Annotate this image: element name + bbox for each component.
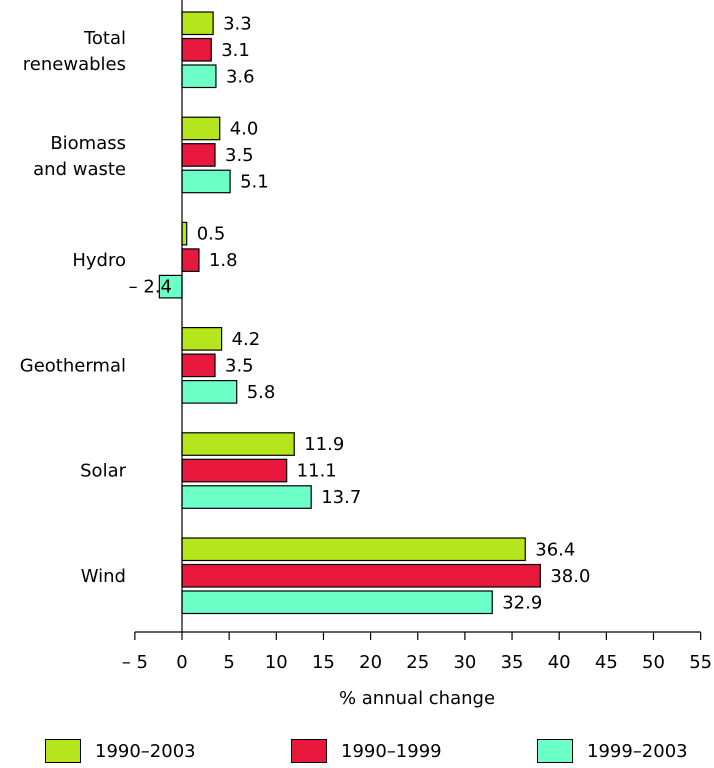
legend-label-series-1: 1990–2003 [95, 740, 196, 762]
value-label: 11.9 [304, 434, 344, 455]
bar-chart: 3.3 3.1 3.6 4.0 3.5 5.1 0.5 1.8 4.2 3.5 5.8 11.9 11.… [20, 0, 712, 709]
bar [181, 37, 212, 62]
bars-group [158, 11, 541, 615]
category-labels-group: Total renewables Biomass and waste – 2.4Hydr… [20, 28, 172, 587]
value-label: 4.0 [230, 118, 259, 139]
bar [181, 143, 216, 167]
value-label: 36.4 [535, 539, 575, 560]
bar [181, 221, 188, 246]
bar [181, 169, 231, 194]
x-tick-label: 15 [312, 652, 335, 673]
legend-item-series-1: 1990–2003 [45, 738, 196, 764]
x-tick-label: 45 [595, 652, 618, 673]
bar [181, 11, 214, 36]
value-label: 38.0 [550, 566, 590, 587]
legend-swatch-series-1 [45, 739, 81, 763]
bar [181, 327, 223, 351]
x-tick-label: 50 [642, 652, 665, 673]
legend-swatch-series-3 [537, 739, 573, 763]
bar [181, 432, 295, 456]
value-label: 5.1 [240, 171, 269, 192]
x-tick-label: 0 [176, 652, 187, 673]
x-tick-label: 35 [501, 652, 524, 673]
value-label: 13.7 [321, 487, 361, 508]
value-label: 3.1 [221, 40, 250, 61]
value-label: 4.2 [232, 329, 261, 350]
x-tick-label: 25 [406, 652, 429, 673]
category-label: renewables [23, 54, 126, 75]
value-label: 5.8 [247, 382, 276, 403]
category-label: Biomass [50, 133, 126, 154]
bar [181, 353, 216, 378]
legend-label-series-2: 1990–1999 [341, 740, 442, 762]
legend-item-series-3: 1999–2003 [537, 738, 688, 764]
x-tick-label: 40 [548, 652, 571, 673]
value-label: 32.9 [502, 592, 542, 613]
x-tick-label: 5 [223, 652, 234, 673]
value-label: 0.5 [197, 224, 226, 245]
value-label: – 2.4 [129, 277, 172, 298]
category-label: Geothermal [20, 355, 126, 376]
value-labels-group: 3.3 3.1 3.6 4.0 3.5 5.1 0.5 1.8 4.2 3.5 5.8 11.9 11.… [197, 13, 591, 613]
value-label: 3.5 [225, 355, 254, 376]
bar [181, 248, 200, 272]
category-label: Wind [81, 566, 126, 587]
category-label: Total [83, 28, 126, 49]
bar [181, 64, 217, 89]
x-tick-label: – 5 [122, 652, 148, 673]
category-label: Solar [80, 461, 126, 482]
legend: 1990–2003 1990–1999 1999–2003 [0, 736, 714, 768]
x-tick-label: 30 [453, 652, 476, 673]
bar [181, 458, 288, 483]
bar [181, 537, 526, 562]
value-label: 3.5 [225, 145, 254, 166]
x-tick-label: 20 [359, 652, 382, 673]
value-label: 3.6 [226, 66, 255, 87]
bar [181, 116, 221, 141]
legend-swatch-series-2 [291, 739, 327, 763]
legend-item-series-2: 1990–1999 [291, 738, 442, 764]
bar [181, 485, 312, 509]
value-label: 3.3 [223, 13, 252, 34]
bar [181, 563, 541, 588]
bar [181, 380, 238, 404]
x-tick-label: 55 [689, 652, 712, 673]
axes-group [134, 0, 701, 633]
x-ticks-group: – 5 0 5 10 15 20 25 30 35 40 45 50 55 [122, 632, 712, 673]
value-label: 1.8 [209, 250, 238, 271]
x-axis-label: % annual change [339, 688, 495, 709]
category-label: and waste [33, 159, 126, 180]
value-label: 11.1 [297, 461, 337, 482]
x-tick-label: 10 [265, 652, 288, 673]
category-label: Hydro [72, 250, 126, 271]
bar [181, 590, 493, 615]
legend-label-series-3: 1999–2003 [587, 740, 688, 762]
